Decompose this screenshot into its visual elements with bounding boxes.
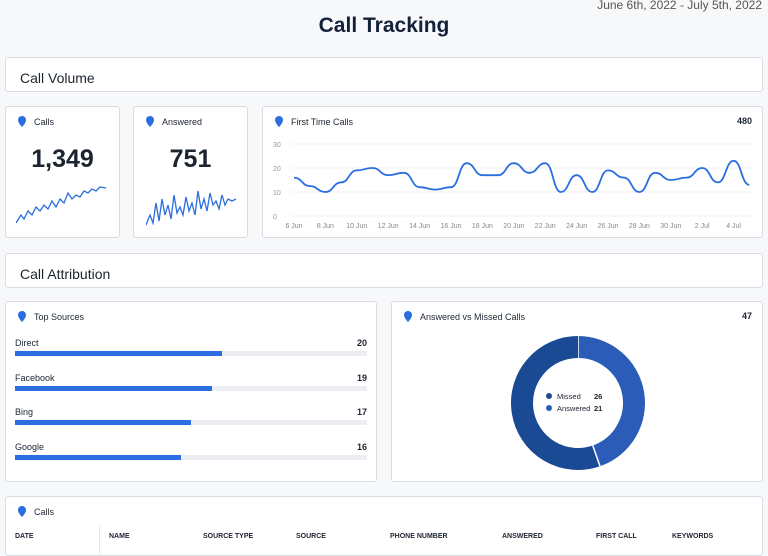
date-range: June 6th, 2022 - July 5th, 2022 [597,0,762,12]
source-label: Direct [15,338,39,348]
pin-icon [18,116,26,127]
column-header[interactable]: KEYWORDS [672,533,713,540]
column-header[interactable]: DATE [15,533,34,540]
x-tick-label: 28 Jun [629,223,650,230]
source-label: Google [15,442,44,452]
column-header[interactable]: SOURCE TYPE [203,533,253,540]
column-header[interactable]: ANSWERED [502,533,543,540]
source-value: 20 [357,338,367,348]
calls-table-card: Calls DATE NAME SOURCE TYPE SOURCE PHONE NUM… [5,496,763,556]
first-time-line-chart: 0 10 20 30 6 Jun 8 Jun 10 Jun 12 Jun 14 Jun 16 Ju… [263,107,764,239]
answered-value: 751 [134,145,247,174]
answered-card: Answered 751 [133,106,248,238]
source-bar-track [15,455,367,460]
x-tick-label: 4 Jul [726,223,741,230]
calls-sparkline [16,185,111,227]
x-tick-label: 14 Jun [409,223,430,230]
top-sources-card: Top Sources Direct 20 Facebook 19 Bing 17 Goog… [5,301,377,482]
column-header[interactable]: SOURCE [296,533,326,540]
x-tick-label: 8 Jun [317,223,334,230]
pin-icon [404,311,412,322]
x-tick-label: 30 Jun [660,223,681,230]
source-row: Facebook 19 [15,373,367,383]
source-bar [15,455,181,460]
source-bar-track [15,386,367,391]
calls-card: Calls 1,349 [5,106,120,238]
y-tick-label: 0 [273,214,277,221]
answered-missed-total: 47 [742,311,752,321]
pin-icon [18,311,26,322]
answered-sparkline [146,185,241,227]
column-header[interactable]: NAME [109,533,130,540]
card-title: Calls [34,507,54,517]
source-row: Bing 17 [15,407,367,417]
section-call-volume: Call Volume [5,57,763,92]
x-tick-label: 26 Jun [597,223,618,230]
page-title: Call Tracking [0,14,768,38]
column-header[interactable]: FIRST CALL [596,533,637,540]
logo: ▔▔▔▔ [4,0,75,11]
source-bar-track [15,420,367,425]
x-tick-label: 12 Jun [378,223,399,230]
column-header[interactable]: PHONE NUMBER [390,533,448,540]
section-title: Call Volume [20,70,95,86]
y-tick-label: 30 [273,142,281,149]
y-tick-label: 20 [273,166,281,173]
pin-icon [18,506,26,517]
source-bar [15,386,212,391]
section-call-attribution: Call Attribution [5,253,763,288]
card-title: Calls [34,117,54,127]
card-title: Answered [162,117,202,127]
source-bar [15,351,222,356]
x-tick-label: 22 Jun [535,223,556,230]
source-label: Facebook [15,373,55,383]
section-title: Call Attribution [20,266,110,282]
x-tick-label: 20 Jun [503,223,524,230]
first-time-calls-line [294,161,749,192]
source-bar [15,420,191,425]
source-row: Direct 20 [15,338,367,348]
card-title: Top Sources [34,312,84,322]
source-label: Bing [15,407,33,417]
x-tick-label: 16 Jun [440,223,461,230]
source-bar-track [15,351,367,356]
source-value: 16 [357,442,367,452]
x-tick-label: 24 Jun [566,223,587,230]
source-row: Google 16 [15,442,367,452]
x-tick-label: 6 Jun [285,223,302,230]
card-title: Answered vs Missed Calls [420,312,525,322]
x-tick-label: 18 Jun [472,223,493,230]
calls-value: 1,349 [6,145,119,174]
source-value: 17 [357,407,367,417]
pin-icon [146,116,154,127]
y-tick-label: 10 [273,190,281,197]
source-value: 19 [357,373,367,383]
x-tick-label: 10 Jun [346,223,367,230]
x-tick-label: 2 Jul [695,223,710,230]
